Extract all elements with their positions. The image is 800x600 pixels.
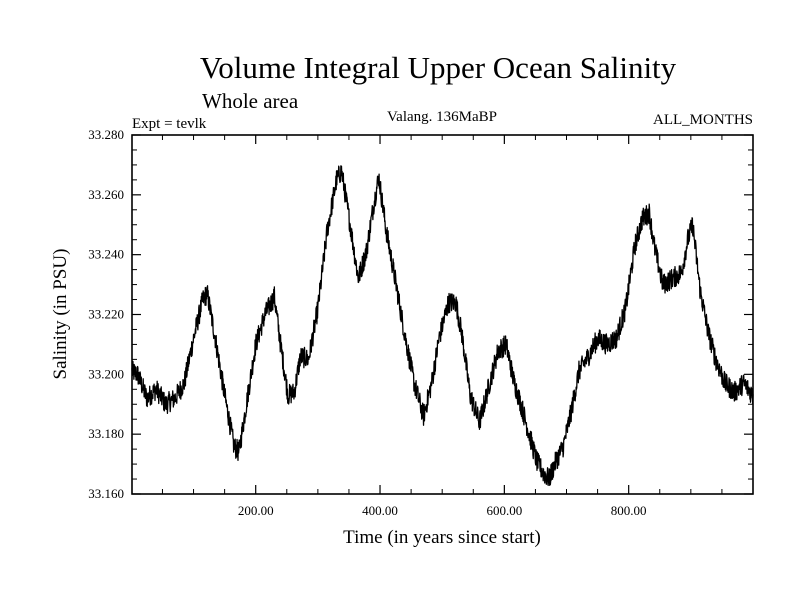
x-axis-label: Time (in years since start)	[343, 527, 541, 548]
x-tick-label: 200.00	[238, 503, 274, 518]
y-tick-label: 33.200	[88, 366, 124, 381]
y-tick-label: 33.180	[88, 426, 124, 441]
y-tick-label: 33.220	[88, 307, 124, 322]
y-tick-label: 33.260	[88, 187, 124, 202]
chart-title: Volume Integral Upper Ocean Salinity	[200, 50, 677, 85]
y-tick-label: 33.240	[88, 247, 124, 262]
y-tick-label: 33.280	[88, 127, 124, 142]
series-layer	[131, 165, 754, 487]
y-axis-label: Salinity (in PSU)	[50, 249, 71, 380]
x-tick-label: 600.00	[486, 503, 522, 518]
period-label: Valang. 136MaBP	[387, 109, 497, 125]
plot-frame	[131, 134, 754, 495]
experiment-label: Expt = tevlk	[132, 116, 207, 132]
y-tick-label: 33.160	[88, 486, 124, 501]
chart-subtitle: Whole area	[202, 89, 299, 113]
x-tick-label: 400.00	[362, 503, 398, 518]
months-label: ALL_MONTHS	[653, 112, 753, 128]
series-line-salinity	[131, 165, 754, 487]
x-tick-label: 800.00	[611, 503, 647, 518]
axis-ticks: 33.160 33.180 33.200 33.220 33.240 33.260 33.2…	[88, 127, 753, 518]
